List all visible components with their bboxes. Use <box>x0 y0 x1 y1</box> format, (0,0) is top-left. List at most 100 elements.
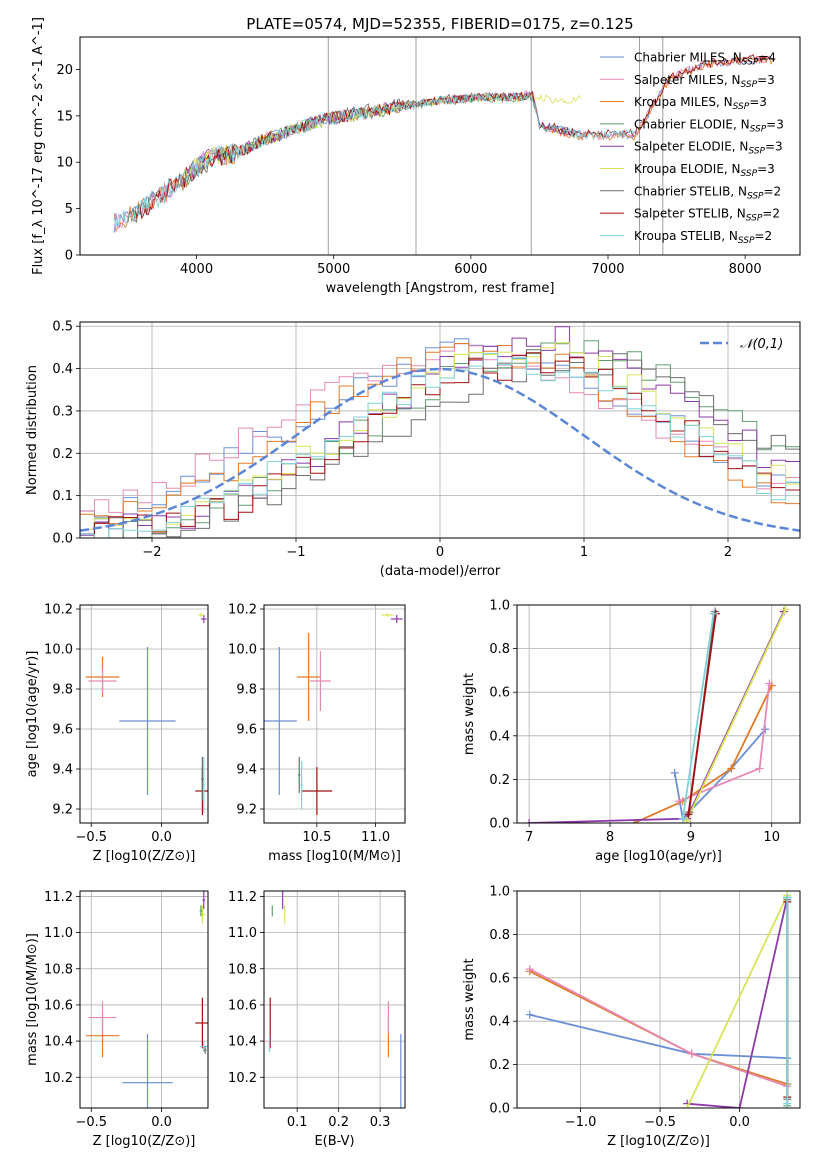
y-tick-label: 9.8 <box>236 683 257 698</box>
y-tick-label: 9.6 <box>52 723 73 738</box>
normal-reference-curve <box>80 367 800 532</box>
x-tick-label: −0.5 <box>75 830 107 845</box>
axes-frame-spectrum <box>79 36 801 256</box>
y-tick-label: 1.0 <box>489 885 510 900</box>
residual-histogram <box>80 352 800 538</box>
mass-weight-line <box>633 685 773 823</box>
axes-frame-age_vs_mass <box>263 604 406 824</box>
mass-weight-marker <box>525 965 534 974</box>
residual-histogram <box>80 343 800 538</box>
x-tick-label: 0 <box>436 545 444 560</box>
x-tick-label: 8000 <box>729 262 762 277</box>
mass-weight-line <box>673 728 766 821</box>
x-axis-label: Z [log10(Z/Z⊙)] <box>93 1134 196 1149</box>
mass-weight-marker <box>670 768 679 777</box>
y-tick-label: 0 <box>65 249 73 264</box>
x-tick-label: −0.5 <box>644 1115 676 1130</box>
y-tick-label: 10.6 <box>228 998 257 1013</box>
y-tick-label: 10.8 <box>44 962 73 977</box>
plot-area-mass_weight_vs_Z <box>525 891 792 1108</box>
y-axis-label: Normed distribution <box>25 365 40 495</box>
y-tick-label: 10.0 <box>228 643 257 658</box>
y-tick-label: 10.6 <box>44 998 73 1013</box>
x-tick-label: 2 <box>724 545 732 560</box>
mass-weight-marker <box>735 1104 744 1108</box>
mass-weight-line <box>687 613 717 815</box>
panel-mass_weight_vs_age: 7 8 9 10 0.0 0.2 0.4 0.6 0.8 1.0 age [log10(age/yr… <box>462 599 801 864</box>
errorbar-point <box>195 997 208 1049</box>
errorbar-point <box>390 615 403 623</box>
x-tick-label: −1.0 <box>565 1115 597 1130</box>
y-tick-label: 10.2 <box>44 1071 73 1086</box>
y-tick-label: 11.0 <box>228 926 257 941</box>
axes-frame-mass_weight_vs_Z <box>516 890 801 1109</box>
grid-mass_vs_Z <box>80 891 208 1108</box>
spectrum-series-line <box>182 92 581 187</box>
mass-weight-marker <box>687 1049 696 1058</box>
legend-label: 𝒩(0,1) <box>740 337 783 352</box>
y-tick-label: 11.0 <box>44 926 73 941</box>
legend-label: Kroupa MILES, NSSP=3 <box>634 95 767 112</box>
x-tick-label: 11.0 <box>361 830 390 845</box>
x-tick-label: 4000 <box>180 262 213 277</box>
x-tick-label: 9 <box>687 830 695 845</box>
panel-mass_vs_Z: −0.5 0.0 10.2 10.4 10.6 10.8 11.0 11.2 Z [log10(… <box>25 890 209 1149</box>
y-tick-label: 9.4 <box>52 763 73 778</box>
spectrum-legend: Chabrier MILES, NSSP=4 Salpeter MILES, NS… <box>600 51 784 246</box>
spectrum-series-line <box>127 91 533 224</box>
y-tick-label: 0.2 <box>489 773 510 788</box>
errorbar-point <box>88 669 117 693</box>
y-tick-label: 0.0 <box>52 532 73 547</box>
plot-area-age_vs_mass <box>264 613 403 815</box>
errorbar-point <box>298 757 301 793</box>
x-tick-label: −1 <box>286 545 305 560</box>
mass-weight-marker <box>781 605 790 614</box>
x-tick-label: 8 <box>606 830 614 845</box>
axes-frame-mass_vs_Z <box>79 890 209 1109</box>
mass-weight-marker <box>765 679 774 688</box>
residual-histogram <box>80 352 800 538</box>
mass-weight-marker <box>683 1104 692 1108</box>
y-tick-label: 10.2 <box>228 603 257 618</box>
figure-title: PLATE=0574, MJD=52355, FIBERID=0175, z=0… <box>246 15 633 33</box>
panel-residual_histograms: −2 −1 0 1 2 0.0 0.1 0.2 0.3 0.4 0.5 (data-model)/er… <box>25 320 801 579</box>
mass-weight-marker <box>684 810 693 819</box>
errorbar-point <box>381 613 394 617</box>
y-axis-label: mass weight <box>462 673 477 755</box>
errorbar-point <box>202 891 206 910</box>
errorbar-point <box>122 1033 173 1108</box>
x-tick-label: 5000 <box>317 262 350 277</box>
x-tick-label: 0.0 <box>151 1115 172 1130</box>
y-tick-label: 0.4 <box>52 362 73 377</box>
mass-weight-marker <box>783 893 792 902</box>
y-tick-label: 9.6 <box>236 723 257 738</box>
plot-area-mass_vs_Z <box>85 891 208 1108</box>
y-tick-label: 10.2 <box>228 1071 257 1086</box>
axes-frame-age_vs_Z <box>79 604 209 824</box>
mass-weight-marker <box>755 764 764 773</box>
errorbar-point <box>203 1046 207 1054</box>
mass-weight-line <box>685 609 787 822</box>
y-axis-label: mass [log10(M/M⊙)] <box>25 933 40 1066</box>
x-tick-label: 10 <box>763 830 780 845</box>
y-tick-label: 10 <box>56 156 73 171</box>
y-tick-label: 0.3 <box>52 404 73 419</box>
y-tick-label: 15 <box>56 109 73 124</box>
x-tick-label: −0.5 <box>75 1115 107 1130</box>
x-axis-label: wavelength [Angstrom, rest frame] <box>326 281 555 296</box>
spectrum-series-line <box>134 53 773 220</box>
errorbar-point <box>198 613 204 617</box>
errorbar-point <box>200 757 204 801</box>
plot-area-residual_histograms <box>80 326 800 538</box>
y-tick-label: 11.2 <box>228 890 257 905</box>
x-tick-label: 7000 <box>591 262 624 277</box>
y-tick-label: 5 <box>65 202 73 217</box>
mass-weight-line <box>687 897 789 1108</box>
y-tick-label: 0.4 <box>489 1015 510 1030</box>
errorbar-point <box>199 905 203 917</box>
mass-weight-line <box>529 611 785 823</box>
errorbar-point <box>264 647 297 795</box>
y-tick-label: 0.0 <box>489 1102 510 1117</box>
errorbar-point <box>309 651 331 711</box>
